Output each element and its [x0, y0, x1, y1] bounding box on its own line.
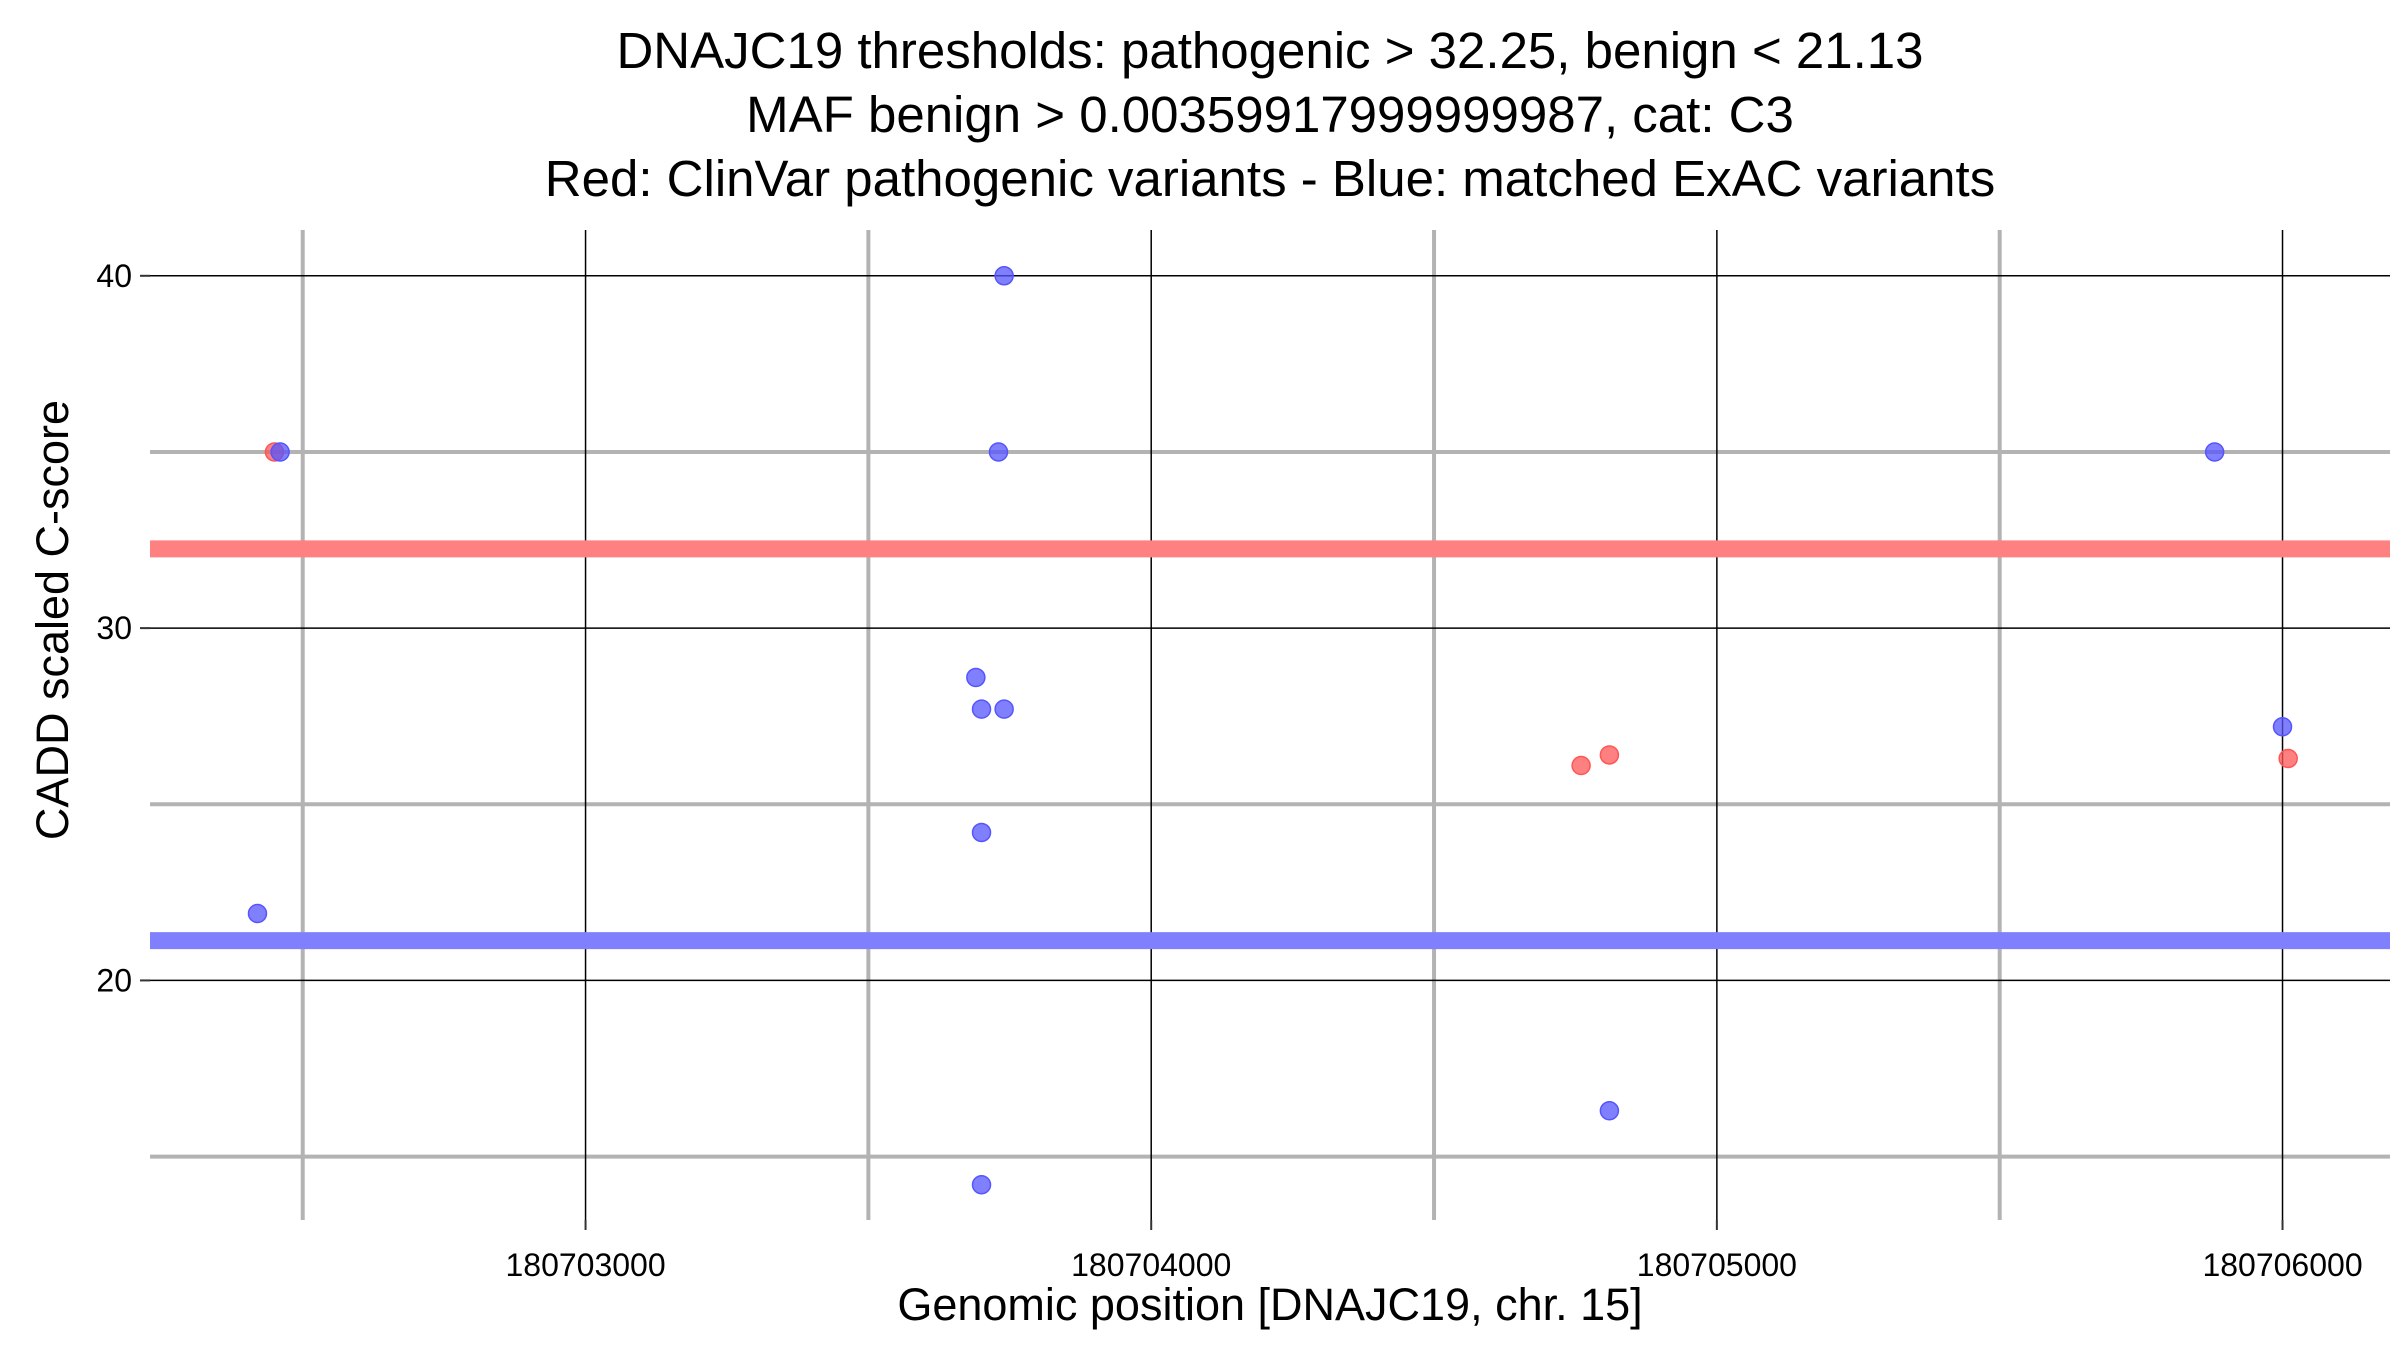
title-line-2: MAF benign > 0.00359917999999987, cat: C…: [746, 86, 1794, 143]
chart-title: DNAJC19 thresholds: pathogenic > 32.25, …: [545, 22, 1995, 207]
data-point: [994, 266, 1014, 286]
data-point: [971, 699, 992, 719]
data-point: [988, 442, 1009, 462]
data-point: [1599, 1101, 1620, 1121]
y-axis-ticks: 20 30 40: [96, 258, 150, 998]
data-point: [2278, 748, 2298, 769]
data-point: [247, 903, 268, 924]
y-tick-label: 30: [96, 610, 132, 646]
x-axis-title: Genomic position [DNAJC19, chr. 15]: [897, 1279, 1642, 1330]
x-tick-label: 180703000: [505, 1247, 665, 1283]
grid: [150, 230, 2390, 1220]
x-axis-ticks: 180703000 180704000 180705000 180706000: [505, 1220, 2363, 1283]
title-line-1: DNAJC19 thresholds: pathogenic > 32.25, …: [616, 22, 1923, 79]
y-tick-label: 40: [96, 258, 132, 294]
data-point: [1599, 745, 1620, 765]
data-point: [2272, 717, 2293, 737]
x-tick-label: 180705000: [1637, 1247, 1797, 1283]
data-point: [2204, 442, 2225, 462]
data-point: [1571, 755, 1591, 776]
y-tick-label: 20: [96, 962, 132, 998]
data-points: [247, 266, 2298, 1195]
data-point: [971, 1175, 992, 1195]
y-axis-title: CADD scaled C-score: [27, 400, 78, 840]
x-tick-label: 180704000: [1071, 1247, 1231, 1283]
data-point: [966, 667, 986, 688]
data-point: [994, 699, 1014, 719]
data-point: [270, 442, 290, 462]
x-tick-label: 180706000: [2202, 1247, 2362, 1283]
title-line-3: Red: ClinVar pathogenic variants - Blue:…: [545, 150, 1995, 207]
data-point: [971, 822, 992, 843]
threshold-lines: [150, 540, 2390, 950]
